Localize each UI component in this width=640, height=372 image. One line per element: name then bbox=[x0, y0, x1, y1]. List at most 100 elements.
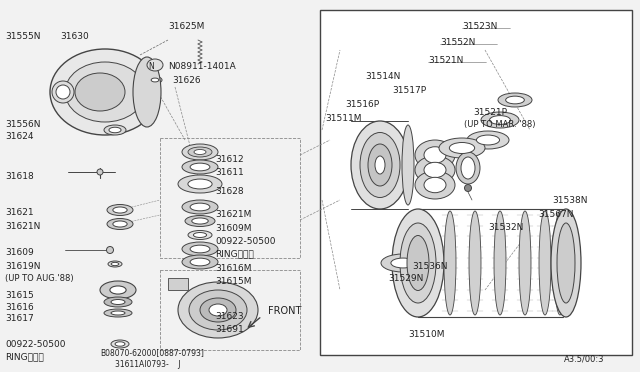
Ellipse shape bbox=[115, 342, 125, 346]
Ellipse shape bbox=[476, 135, 500, 145]
Text: A3.5/00:3: A3.5/00:3 bbox=[564, 355, 605, 364]
Text: 31523N: 31523N bbox=[462, 22, 497, 31]
Text: 31621M: 31621M bbox=[215, 210, 252, 219]
Ellipse shape bbox=[188, 231, 212, 240]
Ellipse shape bbox=[506, 96, 524, 104]
Text: 31511M: 31511M bbox=[325, 114, 362, 123]
Text: FRONT: FRONT bbox=[268, 306, 301, 316]
Ellipse shape bbox=[481, 112, 519, 128]
Ellipse shape bbox=[52, 81, 74, 103]
Ellipse shape bbox=[444, 211, 456, 315]
Bar bbox=[160, 270, 300, 350]
Ellipse shape bbox=[65, 62, 145, 122]
Ellipse shape bbox=[467, 131, 509, 149]
Text: 31621N: 31621N bbox=[5, 222, 40, 231]
Ellipse shape bbox=[415, 156, 455, 184]
Ellipse shape bbox=[50, 49, 160, 135]
Bar bbox=[320, 10, 632, 355]
Ellipse shape bbox=[557, 223, 575, 303]
Ellipse shape bbox=[104, 297, 132, 307]
Ellipse shape bbox=[449, 142, 475, 154]
Ellipse shape bbox=[111, 340, 129, 348]
Ellipse shape bbox=[381, 254, 425, 272]
Text: 31514N: 31514N bbox=[365, 72, 401, 81]
Text: 31615: 31615 bbox=[5, 291, 34, 300]
Text: RINGリング: RINGリング bbox=[215, 249, 253, 258]
Ellipse shape bbox=[519, 211, 531, 315]
Ellipse shape bbox=[97, 169, 103, 175]
Ellipse shape bbox=[182, 200, 218, 214]
Ellipse shape bbox=[469, 211, 481, 315]
Ellipse shape bbox=[494, 211, 506, 315]
Text: 31517P: 31517P bbox=[392, 86, 426, 95]
Ellipse shape bbox=[209, 304, 227, 316]
Ellipse shape bbox=[415, 171, 455, 199]
Ellipse shape bbox=[109, 127, 121, 133]
Text: 31556N: 31556N bbox=[5, 120, 40, 129]
Text: 31615M: 31615M bbox=[215, 277, 252, 286]
Text: RINGリング: RINGリング bbox=[5, 352, 44, 361]
Ellipse shape bbox=[56, 85, 70, 99]
Ellipse shape bbox=[407, 235, 429, 291]
Text: 31616M: 31616M bbox=[215, 264, 252, 273]
Ellipse shape bbox=[182, 160, 218, 174]
Text: 31521P: 31521P bbox=[473, 108, 507, 117]
Text: 31624: 31624 bbox=[5, 132, 33, 141]
Ellipse shape bbox=[108, 261, 122, 267]
Text: 31619N: 31619N bbox=[5, 262, 40, 271]
Ellipse shape bbox=[439, 138, 485, 158]
Text: 31621: 31621 bbox=[5, 208, 34, 217]
Ellipse shape bbox=[391, 258, 415, 268]
Ellipse shape bbox=[188, 179, 212, 189]
Text: 31623: 31623 bbox=[215, 312, 244, 321]
Text: 31536N: 31536N bbox=[412, 262, 447, 271]
Text: 31552N: 31552N bbox=[440, 38, 476, 47]
Text: (UP TO MAR. '88): (UP TO MAR. '88) bbox=[464, 120, 536, 129]
Text: 31538N: 31538N bbox=[552, 196, 588, 205]
Text: 31611AI0793-    J: 31611AI0793- J bbox=[115, 360, 180, 369]
Text: 31612: 31612 bbox=[215, 155, 244, 164]
Text: 31630: 31630 bbox=[60, 32, 89, 41]
Bar bbox=[168, 278, 188, 290]
Ellipse shape bbox=[151, 78, 159, 82]
Text: (UP TO AUG.'88): (UP TO AUG.'88) bbox=[5, 274, 74, 283]
Ellipse shape bbox=[424, 177, 446, 193]
Ellipse shape bbox=[368, 144, 392, 186]
Ellipse shape bbox=[106, 247, 113, 253]
Text: 31626: 31626 bbox=[172, 76, 200, 85]
Ellipse shape bbox=[190, 245, 210, 253]
Ellipse shape bbox=[113, 221, 127, 227]
Ellipse shape bbox=[193, 232, 207, 237]
Text: N08911-1401A: N08911-1401A bbox=[168, 62, 236, 71]
Text: 31532N: 31532N bbox=[488, 223, 524, 232]
Text: 31529N: 31529N bbox=[388, 274, 424, 283]
Text: B08070-62000[0887-0793]: B08070-62000[0887-0793] bbox=[100, 348, 204, 357]
Ellipse shape bbox=[424, 147, 446, 163]
Ellipse shape bbox=[190, 148, 210, 156]
Text: 31625M: 31625M bbox=[168, 22, 204, 31]
Ellipse shape bbox=[100, 281, 136, 299]
Text: 31628: 31628 bbox=[215, 187, 244, 196]
Ellipse shape bbox=[539, 211, 551, 315]
Ellipse shape bbox=[110, 286, 126, 294]
Text: 31510M: 31510M bbox=[408, 330, 445, 339]
Ellipse shape bbox=[182, 242, 218, 256]
Ellipse shape bbox=[554, 211, 566, 315]
Ellipse shape bbox=[461, 157, 475, 179]
Ellipse shape bbox=[133, 57, 161, 127]
Ellipse shape bbox=[178, 175, 222, 193]
Ellipse shape bbox=[107, 205, 133, 215]
Ellipse shape bbox=[178, 282, 258, 338]
Ellipse shape bbox=[185, 215, 215, 227]
Ellipse shape bbox=[182, 255, 218, 269]
Text: 00922-50500: 00922-50500 bbox=[215, 237, 275, 246]
Ellipse shape bbox=[111, 311, 125, 315]
Text: 00922-50500: 00922-50500 bbox=[5, 340, 65, 349]
Ellipse shape bbox=[111, 299, 125, 305]
Text: 31555N: 31555N bbox=[5, 32, 40, 41]
Ellipse shape bbox=[402, 125, 414, 205]
Ellipse shape bbox=[456, 152, 480, 184]
Text: N: N bbox=[148, 62, 154, 71]
Ellipse shape bbox=[104, 309, 132, 317]
Bar bbox=[160, 138, 300, 258]
